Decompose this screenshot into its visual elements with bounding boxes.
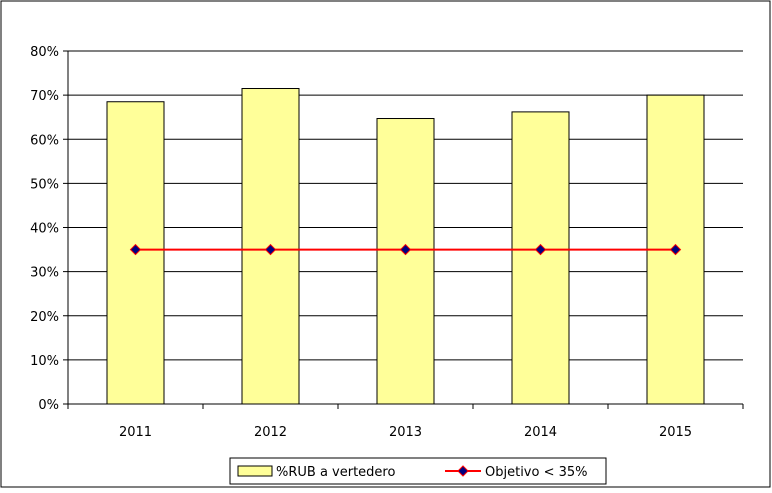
legend-label-bar: %RUB a vertedero xyxy=(276,465,395,480)
y-tick-label: 10% xyxy=(30,354,59,369)
axes xyxy=(63,50,744,409)
target-marker xyxy=(534,243,547,256)
target-line xyxy=(129,243,682,256)
target-marker xyxy=(399,243,412,256)
legend-box xyxy=(229,457,607,485)
legend-label-line: Objetivo < 35% xyxy=(485,465,588,480)
bar xyxy=(376,118,435,405)
x-tick-label: 2012 xyxy=(254,425,287,440)
x-tick-label: 2013 xyxy=(389,425,422,440)
y-tick-label: 50% xyxy=(30,177,59,192)
target-marker xyxy=(669,243,682,256)
target-marker xyxy=(264,243,277,256)
y-tick-label: 80% xyxy=(30,45,59,60)
y-tick-label: 0% xyxy=(38,398,59,413)
y-tick-label: 60% xyxy=(30,133,59,148)
x-tick-label: 2014 xyxy=(524,425,557,440)
y-tick-label: 70% xyxy=(30,89,59,104)
y-tick-label: 20% xyxy=(30,310,59,325)
legend-swatch-bar xyxy=(237,465,273,477)
target-marker xyxy=(129,243,142,256)
y-tick-label: 30% xyxy=(30,266,59,281)
x-tick-label: 2015 xyxy=(659,425,692,440)
y-tick-label: 40% xyxy=(30,222,59,237)
bar xyxy=(511,111,570,405)
y-tick-labels: 0% 10% 20% 30% 40% 50% 60% 70% 80% xyxy=(30,45,59,413)
x-tick-label: 2011 xyxy=(119,425,152,440)
x-tick-labels: 2011 2012 2013 2014 2015 xyxy=(119,425,692,440)
legend-marker xyxy=(457,465,469,477)
bars xyxy=(106,88,705,405)
legend: %RUB a vertedero Objetivo < 35% xyxy=(229,457,607,485)
